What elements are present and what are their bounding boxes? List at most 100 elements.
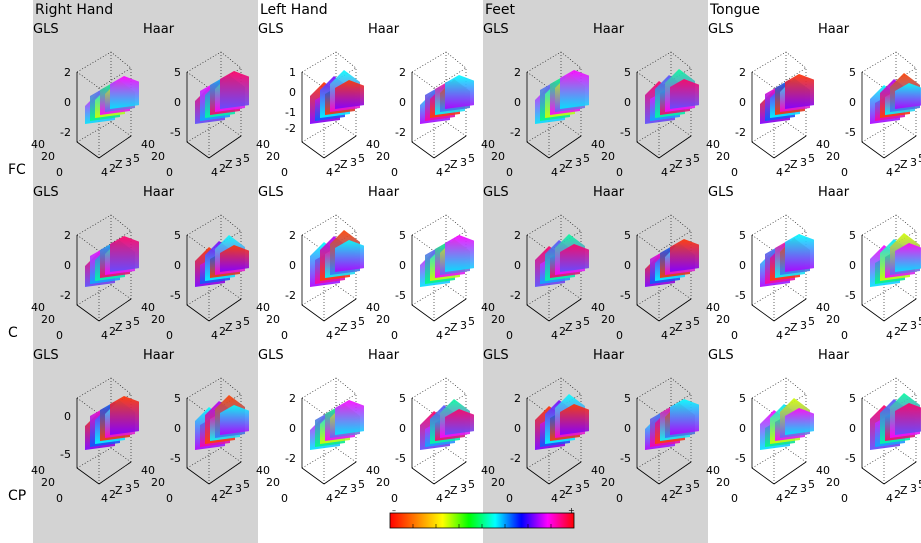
y-tick-label: Z <box>790 158 798 171</box>
z-tick-label: -2 <box>60 289 71 302</box>
z-tick-label: 5 <box>174 392 181 405</box>
x-tick-label: 20 <box>266 476 280 489</box>
y-tick-label: 5 <box>133 478 139 491</box>
column-title: Right Hand <box>35 2 114 18</box>
x-tick-label: 20 <box>266 150 280 163</box>
x-tick-label: 40 <box>141 301 155 314</box>
z-tick-label: 0 <box>849 422 856 435</box>
x-tick-label: 0 <box>56 166 63 179</box>
y-tick-label: 2 <box>219 325 226 338</box>
x-tick-label: 40 <box>256 464 270 477</box>
x-tick-label: 20 <box>151 476 165 489</box>
x-tick-label: 40 <box>591 464 605 477</box>
z-tick-label: -2 <box>285 289 296 302</box>
z-tick-label: -5 <box>395 452 406 465</box>
y-tick-label: 3 <box>910 482 917 495</box>
x-tick-label: 0 <box>731 329 738 342</box>
method-label: GLS <box>258 22 284 37</box>
method-label: GLS <box>258 348 284 363</box>
surface-plot: 2 0 -2 0 20 40 4 2 Z 3 5 <box>362 36 474 206</box>
x-tick-label: 40 <box>366 301 380 314</box>
y-tick-label: 3 <box>910 156 917 169</box>
z-tick-label: 0 <box>399 259 406 272</box>
y-tick-label: 2 <box>559 325 566 338</box>
y-tick-label: 4 <box>776 166 783 179</box>
x-tick-label: 20 <box>601 476 615 489</box>
y-tick-label: 4 <box>886 492 893 505</box>
y-tick-label: Z <box>675 484 683 497</box>
x-tick-label: 20 <box>491 476 505 489</box>
z-tick-label: 0 <box>399 422 406 435</box>
method-label: GLS <box>33 185 59 200</box>
x-tick-label: 0 <box>841 492 848 505</box>
y-tick-label: Z <box>115 158 123 171</box>
z-tick-label: 5 <box>399 392 406 405</box>
y-tick-label: 4 <box>661 166 668 179</box>
y-tick-label: 5 <box>693 478 699 491</box>
z-tick-label: 0 <box>739 259 746 272</box>
y-tick-label: 5 <box>808 152 814 165</box>
method-label: Haar <box>143 185 175 200</box>
z-tick-label: -2 <box>285 452 296 465</box>
method-label: Haar <box>368 185 400 200</box>
y-tick-label: 3 <box>125 482 132 495</box>
y-tick-label: 5 <box>468 315 474 328</box>
y-tick-label: 5 <box>918 478 921 491</box>
surface-plot: 2 0 -2 0 20 40 4 2 Z 3 5 <box>252 199 364 369</box>
z-tick-label: 0 <box>289 422 296 435</box>
x-tick-label: 20 <box>716 150 730 163</box>
method-label: GLS <box>708 22 734 37</box>
z-tick-label: -2 <box>510 452 521 465</box>
method-label: GLS <box>708 185 734 200</box>
y-tick-label: 5 <box>358 478 364 491</box>
y-tick-label: 3 <box>575 156 582 169</box>
x-tick-label: 20 <box>491 313 505 326</box>
y-tick-label: 2 <box>444 162 451 175</box>
y-tick-label: 3 <box>910 319 917 332</box>
surface-plot: 2 0 -2 0 20 40 4 2 Z 3 5 <box>477 362 589 532</box>
y-tick-label: Z <box>450 484 458 497</box>
method-label: Haar <box>593 22 625 37</box>
z-tick-label: 0 <box>174 96 181 109</box>
z-tick-label: 0 <box>514 259 521 272</box>
y-tick-label: 3 <box>460 319 467 332</box>
y-tick-label: 3 <box>575 319 582 332</box>
z-tick-label: -5 <box>845 452 856 465</box>
z-tick-label: 2 <box>64 66 71 79</box>
z-tick-label: 0 <box>64 410 71 423</box>
y-tick-label: 4 <box>211 329 218 342</box>
z-tick-label: 5 <box>174 66 181 79</box>
x-tick-label: 40 <box>481 464 495 477</box>
y-tick-label: 3 <box>350 319 357 332</box>
x-tick-label: 40 <box>31 301 45 314</box>
y-tick-label: 5 <box>243 478 249 491</box>
x-tick-label: 0 <box>281 492 288 505</box>
z-tick-label: 5 <box>849 229 856 242</box>
z-tick-label: -5 <box>845 126 856 139</box>
x-tick-label: 40 <box>31 464 45 477</box>
z-tick-label: 0 <box>399 96 406 109</box>
y-tick-label: 2 <box>109 162 116 175</box>
x-tick-label: 0 <box>506 166 513 179</box>
x-tick-label: 0 <box>731 492 738 505</box>
method-label: GLS <box>483 22 509 37</box>
y-tick-label: 3 <box>235 156 242 169</box>
y-tick-label: 3 <box>235 319 242 332</box>
x-tick-label: 20 <box>826 313 840 326</box>
z-tick-label: -5 <box>60 448 71 461</box>
y-tick-label: Z <box>340 484 348 497</box>
x-tick-label: 0 <box>166 166 173 179</box>
y-tick-label: 5 <box>468 152 474 165</box>
y-tick-label: 3 <box>350 156 357 169</box>
x-tick-label: 40 <box>591 301 605 314</box>
method-label: Haar <box>818 348 850 363</box>
z-tick-label: 0 <box>849 96 856 109</box>
surface-plot: 2 0 -2 0 20 40 4 2 Z 3 5 <box>27 36 139 206</box>
y-tick-label: Z <box>340 158 348 171</box>
